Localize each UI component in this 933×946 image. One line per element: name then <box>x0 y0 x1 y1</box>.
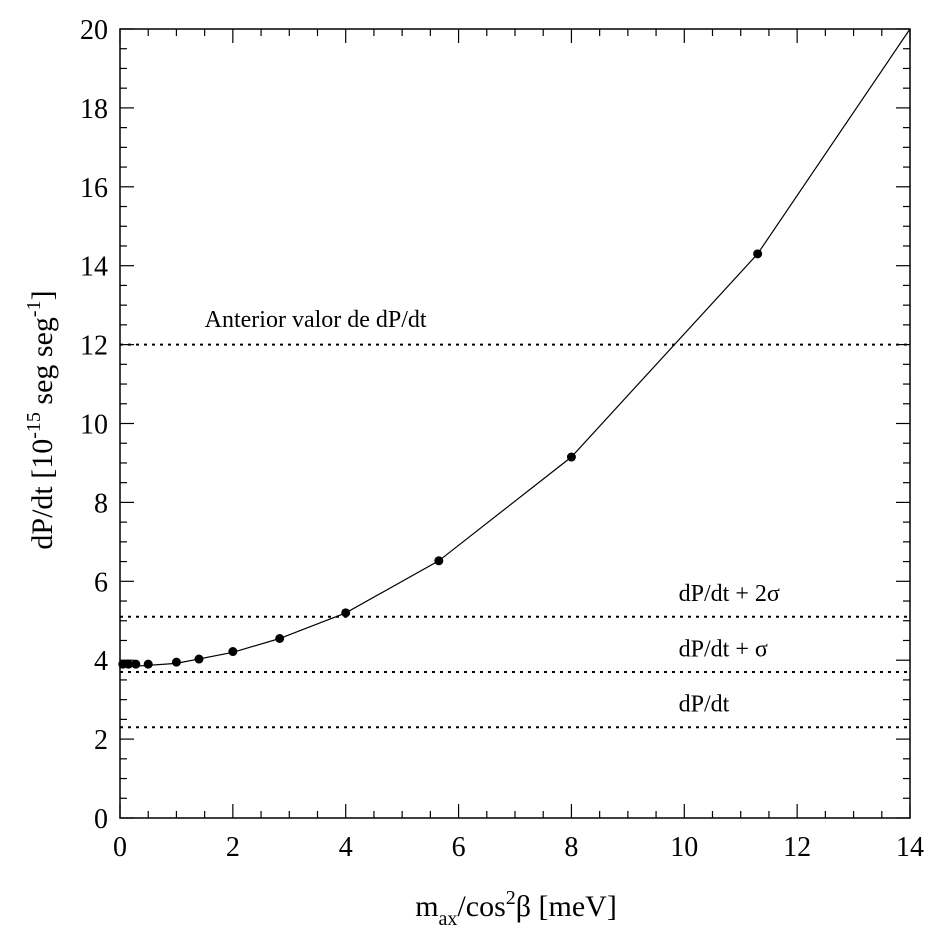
data-point <box>753 249 763 259</box>
y-tick-labels: 0 2 4 6 8 10 12 14 16 18 20 <box>80 15 108 835</box>
fit-curve-layer <box>119 28 911 668</box>
y-tick-label: 4 <box>94 646 108 677</box>
data-point <box>131 659 141 669</box>
data-point <box>434 556 444 566</box>
y-axis-label: dP/dt [10-15 seg seg-1] <box>23 290 59 549</box>
data-point <box>341 608 351 618</box>
x-axis-label-tail: β [meV] <box>516 890 617 923</box>
y-tick-label: 2 <box>94 725 108 756</box>
x-tick-label: 4 <box>339 832 353 863</box>
x-tick-labels: 0 2 4 6 8 10 12 14 <box>113 832 924 863</box>
data-point <box>194 654 204 664</box>
x-tick-label: 6 <box>452 832 466 863</box>
reference-line-label: dP/dt <box>679 691 730 717</box>
x-axis-label-base: m <box>415 890 438 923</box>
plot-frame <box>119 28 911 819</box>
y-tick-label: 10 <box>80 410 108 441</box>
y-tick-label: 20 <box>80 15 108 46</box>
x-tick-label: 10 <box>670 832 698 863</box>
x-axis-label-sup: 2 <box>506 887 516 909</box>
data-point <box>143 659 153 669</box>
reference-line-label: dP/dt + σ <box>679 636 768 662</box>
y-axis-label-pre: dP/dt [10 <box>26 439 59 550</box>
data-point <box>171 657 181 667</box>
data-point <box>566 452 576 462</box>
y-tick-label: 6 <box>94 567 108 598</box>
x-tick-label: 12 <box>783 832 811 863</box>
reference-line-label: dP/dt + 2σ <box>679 581 780 607</box>
data-point <box>228 647 238 657</box>
reference-line-label: Anterior valor de dP/dt <box>205 307 427 333</box>
x-axis-label: max/cos2β [meV] <box>415 887 617 930</box>
data-point <box>123 659 133 669</box>
x-tick-label: 8 <box>564 832 578 863</box>
x-tick-label: 0 <box>113 832 127 863</box>
reference-line-labels: Anterior valor de dP/dt dP/dt + 2σ dP/dt +… <box>205 307 780 718</box>
y-axis-label-mid: seg seg <box>26 317 59 412</box>
x-tick-label: 2 <box>226 832 240 863</box>
y-tick-label: 18 <box>80 94 108 125</box>
y-tick-label: 16 <box>80 173 108 204</box>
y-tick-label: 14 <box>80 252 108 283</box>
data-points <box>118 249 763 669</box>
y-tick-label: 0 <box>94 804 108 835</box>
reference-lines <box>120 343 910 729</box>
data-point <box>275 634 285 644</box>
fit-curve <box>119 28 911 668</box>
y-tick-label: 12 <box>80 331 108 362</box>
y-axis-label-sup1: -15 <box>23 412 45 439</box>
x-tick-label: 14 <box>896 832 924 863</box>
y-tick-label: 8 <box>94 488 108 519</box>
tick-marks <box>119 28 911 819</box>
x-axis-label-mid: /cos <box>457 890 505 923</box>
y-axis-label-post: ] <box>26 290 59 300</box>
y-axis-label-sup2: -1 <box>23 300 45 317</box>
x-axis-label-sub: ax <box>439 908 458 930</box>
